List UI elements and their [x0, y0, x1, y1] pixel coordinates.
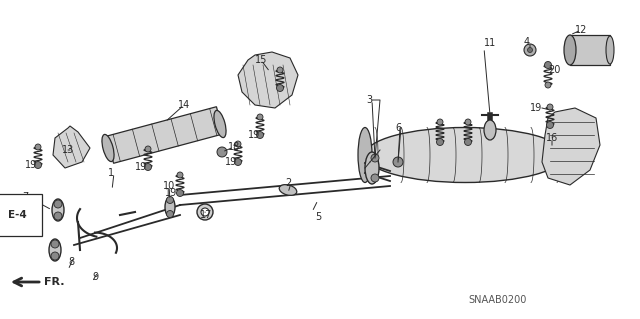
Text: 17: 17 [200, 210, 212, 220]
Text: 1: 1 [108, 168, 114, 178]
Ellipse shape [484, 120, 496, 140]
Text: 19: 19 [530, 103, 542, 113]
Circle shape [465, 119, 471, 125]
Text: 5: 5 [315, 212, 321, 222]
Circle shape [166, 197, 173, 204]
Text: 18: 18 [228, 142, 240, 152]
Text: 8: 8 [68, 257, 74, 267]
Ellipse shape [279, 185, 297, 195]
Ellipse shape [558, 128, 572, 182]
Circle shape [54, 200, 62, 208]
Text: E-4: E-4 [8, 210, 27, 220]
Circle shape [235, 141, 241, 147]
Text: 2: 2 [285, 178, 291, 188]
Ellipse shape [606, 36, 614, 64]
Ellipse shape [102, 134, 114, 162]
Text: 19: 19 [225, 157, 237, 167]
Circle shape [35, 144, 41, 150]
Circle shape [197, 204, 213, 220]
Circle shape [35, 161, 42, 168]
Circle shape [257, 114, 263, 120]
Circle shape [145, 164, 152, 170]
Text: 13: 13 [62, 145, 74, 155]
Circle shape [547, 104, 553, 110]
Circle shape [217, 147, 227, 157]
Text: 12: 12 [575, 25, 588, 35]
Text: FR.: FR. [44, 277, 65, 287]
Ellipse shape [49, 239, 61, 261]
Circle shape [277, 67, 283, 73]
Circle shape [371, 154, 379, 162]
Text: 14: 14 [178, 100, 190, 110]
Ellipse shape [365, 128, 565, 182]
Ellipse shape [564, 35, 576, 65]
Ellipse shape [365, 152, 379, 184]
Text: 3: 3 [366, 95, 372, 105]
Polygon shape [106, 107, 224, 163]
Circle shape [465, 138, 472, 145]
Text: 9: 9 [92, 272, 98, 282]
Text: 19: 19 [135, 162, 147, 172]
Circle shape [527, 48, 532, 53]
Circle shape [201, 208, 209, 216]
Ellipse shape [165, 197, 175, 217]
Circle shape [545, 62, 552, 69]
Circle shape [545, 82, 551, 88]
Circle shape [177, 172, 183, 178]
Text: 19: 19 [248, 130, 260, 140]
Text: 7: 7 [22, 192, 28, 202]
Text: 10: 10 [163, 181, 175, 191]
Circle shape [371, 174, 379, 182]
Circle shape [51, 240, 59, 248]
Circle shape [166, 211, 173, 218]
Polygon shape [53, 126, 90, 168]
Text: 19: 19 [25, 160, 37, 170]
Ellipse shape [52, 199, 64, 221]
Polygon shape [570, 35, 610, 65]
Circle shape [524, 44, 536, 56]
Text: 16: 16 [546, 133, 558, 143]
Circle shape [177, 189, 184, 197]
Circle shape [436, 138, 444, 145]
Circle shape [234, 159, 241, 166]
Ellipse shape [214, 110, 226, 137]
Circle shape [145, 146, 151, 152]
Text: 19: 19 [165, 188, 177, 198]
Circle shape [547, 122, 554, 129]
Text: SNAAB0200: SNAAB0200 [468, 295, 526, 305]
Circle shape [437, 119, 443, 125]
Text: 6: 6 [395, 123, 401, 133]
Text: 15: 15 [255, 55, 268, 65]
Polygon shape [542, 108, 600, 185]
Text: 4: 4 [524, 37, 530, 47]
Circle shape [393, 157, 403, 167]
Text: 11: 11 [484, 38, 496, 48]
Circle shape [257, 131, 264, 138]
Text: 20: 20 [548, 65, 561, 75]
Circle shape [54, 212, 62, 220]
Polygon shape [238, 52, 298, 108]
Ellipse shape [358, 128, 372, 182]
Circle shape [276, 85, 284, 92]
Circle shape [51, 252, 59, 260]
